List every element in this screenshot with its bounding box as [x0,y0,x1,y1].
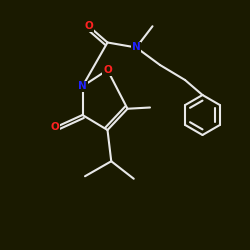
Text: N: N [78,81,87,91]
Text: O: O [103,65,112,75]
Text: N: N [132,42,140,52]
Text: O: O [84,21,93,31]
Text: O: O [50,122,59,132]
